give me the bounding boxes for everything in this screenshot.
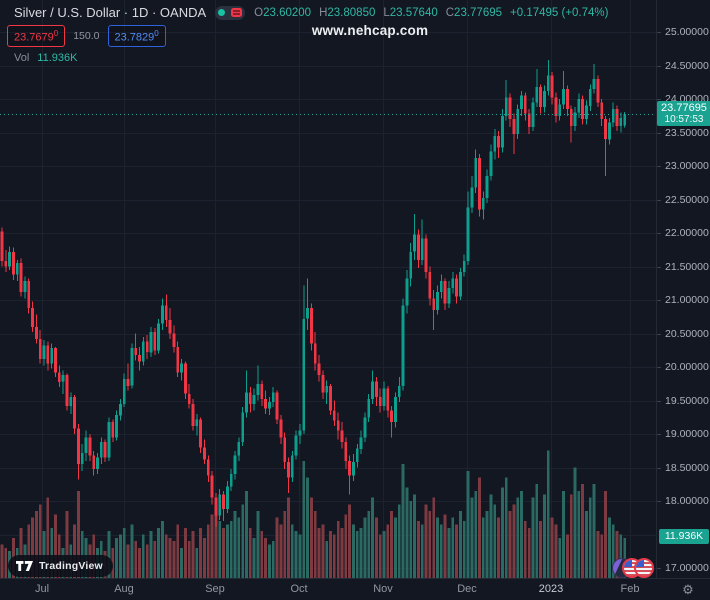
time-axis-label: Oct [290, 583, 308, 595]
current-price-badge: 23.77695 10:57:53 [657, 100, 710, 126]
market-status-dot-icon [218, 9, 226, 16]
economic-event-icons[interactable] [612, 558, 658, 579]
price-chart-canvas[interactable] [0, 0, 656, 578]
high-label: H [319, 6, 328, 19]
open-value: 23.60200 [263, 6, 312, 19]
chart-pane[interactable]: www.nehcap.com Silver / U.S. Dollar · 1D… [0, 0, 656, 578]
price-axis-label: 17.00000 [657, 562, 709, 574]
chart-legend: Silver / U.S. Dollar · 1D · OANDA O23.60… [7, 5, 608, 64]
grid-lines [0, 0, 656, 578]
gear-icon[interactable]: ⚙ [682, 582, 694, 597]
price-axis-label: 23.00000 [657, 160, 709, 172]
price-axis-label: 20.50000 [657, 327, 709, 340]
bar-countdown: 10:57:53 [664, 113, 704, 125]
close-label: C [445, 6, 455, 19]
ask-price-button[interactable]: 23.78290 [107, 25, 166, 47]
tradingview-logo-icon [16, 561, 33, 571]
price-axis-label: 19.50000 [657, 394, 709, 407]
open-label: O [254, 6, 264, 19]
tradingview-logo-text: TradingView [39, 560, 103, 572]
ohlc-values: O23.60200 H23.80850 L23.57640 C23.77695 … [254, 7, 608, 19]
change-value: +0.17495 (+0.74%) [510, 6, 609, 19]
low-value: 23.57640 [389, 6, 438, 19]
spread-value: 150.0 [73, 29, 100, 42]
candles [0, 60, 627, 527]
bid-value: 23.7679 [14, 31, 54, 44]
price-axis-label: 23.50000 [657, 126, 709, 139]
time-axis-label: 2023 [538, 583, 564, 595]
time-axis-label: Nov [373, 583, 393, 595]
us-flag-event-icon[interactable] [634, 558, 654, 578]
volume-label: Vol [14, 51, 30, 64]
price-axis[interactable]: 23.77695 10:57:53 11.936K 25.00000 24.500… [656, 0, 710, 578]
price-axis-label: 21.50000 [657, 260, 709, 273]
sell-panel-icon [231, 8, 243, 17]
symbol-title[interactable]: Silver / U.S. Dollar · 1D · OANDA [14, 5, 207, 20]
tradingview-logo[interactable]: TradingView [8, 555, 113, 577]
buy-sell-toggle[interactable] [215, 5, 246, 20]
price-axis-label: 24.50000 [657, 59, 709, 72]
time-axis-label: Aug [114, 583, 134, 595]
bid-price-button[interactable]: 23.76790 [7, 25, 66, 47]
watermark: www.nehcap.com [311, 23, 429, 38]
ask-value: 23.7829 [114, 31, 155, 44]
price-axis-label: 18.50000 [657, 461, 709, 474]
time-axis-label: Feb [620, 583, 640, 595]
price-axis-label: 18.00000 [657, 495, 709, 507]
volume-value-badge: 11.936K [659, 529, 709, 544]
price-axis-label: 19.00000 [657, 428, 709, 440]
bid-sup-digit: 0 [53, 29, 59, 38]
price-axis-label: 22.00000 [657, 227, 709, 239]
time-axis[interactable]: ⚙ Jul Aug Sep Oct Nov Dec 2023 Feb [0, 578, 710, 600]
price-axis-label: 22.50000 [657, 193, 709, 206]
close-value: 23.77695 [454, 6, 503, 19]
time-axis-label: Dec [457, 583, 477, 595]
time-axis-label: Jul [34, 583, 50, 595]
volume-value: 11.936K [37, 51, 78, 64]
ask-sup-digit: 0 [154, 29, 159, 38]
volume-bars [0, 450, 627, 578]
price-axis-label: 21.00000 [657, 294, 709, 306]
high-value: 23.80850 [327, 6, 376, 19]
low-label: L [383, 6, 390, 19]
current-price-value: 23.77695 [661, 101, 707, 114]
time-axis-label: Sep [205, 583, 225, 595]
price-axis-label: 25.00000 [657, 26, 709, 38]
price-axis-label: 20.00000 [657, 361, 709, 373]
